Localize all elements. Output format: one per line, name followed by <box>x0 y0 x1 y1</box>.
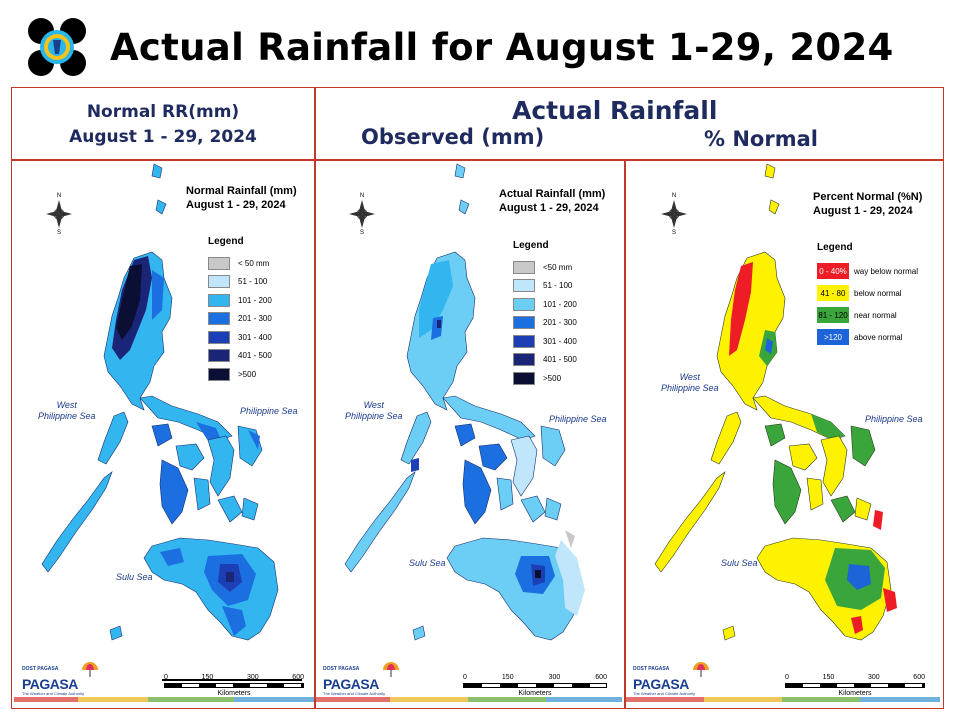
sea-label-west: West Philippine Sea <box>345 400 403 421</box>
legend-swatch <box>208 275 230 289</box>
footer-bar-red <box>316 697 390 702</box>
legend-swatch <box>513 371 535 385</box>
legend-swatch <box>513 260 535 274</box>
sea-label-philippine: Philippine Sea <box>240 406 298 416</box>
sea-label-sulu: Sulu Sea <box>116 572 153 582</box>
philippines-map-percent <box>654 163 897 641</box>
sea-label-west: West Philippine Sea <box>38 400 96 421</box>
svg-text:S: S <box>57 230 61 234</box>
svg-text:S: S <box>672 230 676 234</box>
footer-bar-yellow <box>390 697 468 702</box>
philippines-map-normal <box>41 163 302 681</box>
legend-swatch: 0 - 40% <box>817 263 849 279</box>
legend-swatch <box>208 293 230 307</box>
pagasa-brand-logo: DOST PAGASA PAGASA The Weather and Clima… <box>323 658 403 700</box>
footer-bar-yellow <box>78 697 148 702</box>
legend-swatch <box>513 297 535 311</box>
legend-swatch <box>513 279 535 293</box>
sea-label-philippine: Philippine Sea <box>549 414 607 424</box>
compass-icon: N S <box>46 193 72 234</box>
legend-swatch <box>208 367 230 381</box>
svg-text:N: N <box>57 193 61 199</box>
compass-icon: N S <box>349 193 375 234</box>
footer-bar-red <box>14 697 78 702</box>
panel-normal-frame <box>11 159 316 709</box>
legend-normal: Legend < 50 mm 51 - 100 101 - 200 201 - … <box>208 236 272 381</box>
legend-swatch <box>513 316 535 330</box>
panel-percent: N S Percent Normal (%N) August 1 - 29, 20… <box>625 160 942 705</box>
header-normal-line1: Normal RR(mm) <box>86 102 240 122</box>
svg-text:N: N <box>672 193 676 199</box>
slide-title: Actual Rainfall for August 1-29, 2024 <box>110 26 894 69</box>
footer-bar-green <box>468 697 546 702</box>
footer-bar-green <box>782 697 860 702</box>
legend-observed: Legend <50 mm 51 - 100 101 - 200 201 - 3… <box>513 240 577 385</box>
footer-bar-yellow <box>704 697 782 702</box>
header-actual: Actual Rainfall <box>512 96 718 125</box>
footer-bar-green <box>148 697 234 702</box>
header-right-frame <box>314 87 944 161</box>
pagasa-logo <box>26 16 88 78</box>
map-title-observed: Actual Rainfall (mm) August 1 - 29, 2024 <box>499 188 606 214</box>
sea-label-sulu: Sulu Sea <box>409 558 446 568</box>
footer-bar-blue <box>234 697 314 702</box>
panel-observed: N S Actual Rainfall (mm) August 1 - 29, 2… <box>315 160 624 705</box>
legend-swatch <box>513 353 535 367</box>
scale-bar-normal: 0 150 300 600 Kilometers <box>164 674 304 697</box>
sea-label-philippine: Philippine Sea <box>865 414 923 424</box>
legend-swatch: 81 - 120 <box>817 307 849 323</box>
svg-text:N: N <box>360 193 364 199</box>
map-title-normal: Normal Rainfall (mm) August 1 - 29, 2024 <box>186 185 297 211</box>
pagasa-brand-logo: DOST PAGASA PAGASA The Weather and Clima… <box>22 658 102 700</box>
footer-bar-blue <box>546 697 622 702</box>
legend-swatch: >120 <box>817 329 849 345</box>
pagasa-brand-logo: DOST PAGASA PAGASA The Weather and Clima… <box>633 658 713 700</box>
scale-bar-observed: 0 150 300 600 Kilometers <box>463 674 607 697</box>
footer-bar-blue <box>860 697 940 702</box>
legend-percent: Legend 0 - 40% way below normal 41 - 80 be… <box>817 242 918 348</box>
svg-text:S: S <box>360 230 364 234</box>
legend-swatch <box>208 330 230 344</box>
header-normal-line2: August 1 - 29, 2024 <box>69 127 257 147</box>
header-normal: Normal RR(mm) August 1 - 29, 2024 <box>12 88 314 158</box>
sea-label-sulu: Sulu Sea <box>721 558 758 568</box>
header-percent: % Normal <box>704 127 818 151</box>
legend-swatch <box>208 349 230 363</box>
legend-swatch <box>513 334 535 348</box>
legend-swatch: 41 - 80 <box>817 285 849 301</box>
panel-percent-frame <box>624 159 944 709</box>
panel-observed-frame <box>314 159 626 709</box>
footer-bar-red <box>626 697 704 702</box>
compass-icon: N S <box>661 193 687 234</box>
legend-swatch <box>208 312 230 326</box>
panel-normal: N S Normal Rainfall (mm) August 1 - 29, 2… <box>12 160 314 705</box>
scale-bar-percent: 0 150 300 600 Kilometers <box>785 674 925 697</box>
map-title-percent: Percent Normal (%N) August 1 - 29, 2024 <box>813 191 923 217</box>
legend-swatch <box>208 256 230 270</box>
sea-label-west: West Philippine Sea <box>661 372 719 393</box>
philippines-map-observed <box>344 163 585 641</box>
header-left-frame <box>11 87 316 161</box>
header-observed: Observed (mm) <box>361 125 545 149</box>
